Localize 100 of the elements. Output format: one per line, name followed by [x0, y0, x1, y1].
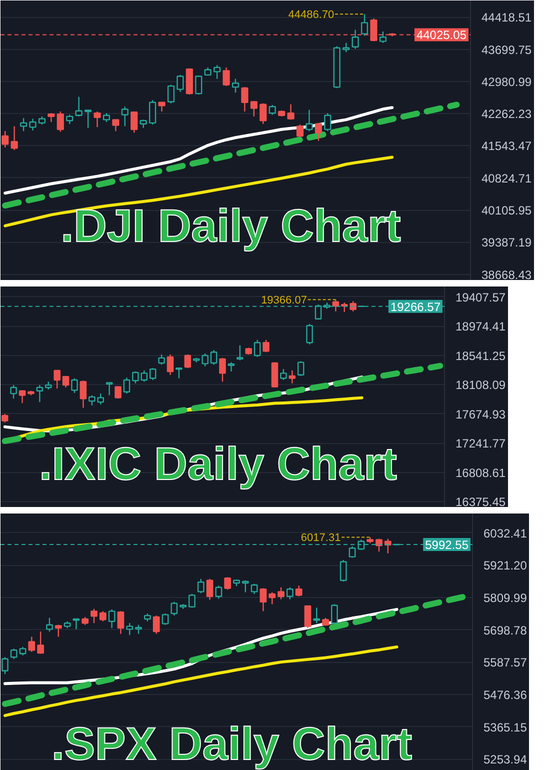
text: .SPX Daily Chart	[52, 718, 412, 770]
candlestick	[342, 42, 350, 53]
candlestick	[149, 100, 156, 126]
candlestick	[197, 578, 204, 594]
candlestick	[46, 617, 53, 632]
candlestick	[295, 585, 302, 597]
candlestick	[206, 578, 214, 600]
annotation: 19366.07	[261, 294, 307, 307]
candlestick	[71, 378, 78, 394]
y-tick-label: 5365.15	[484, 720, 528, 734]
candlestick	[360, 13, 368, 36]
candlestick	[84, 109, 92, 128]
y-tick-label: 16808.61	[456, 466, 506, 480]
candlestick	[99, 610, 106, 622]
candlestick	[28, 636, 36, 652]
candlestick	[10, 384, 17, 400]
candlestick	[36, 384, 44, 403]
candlestick	[158, 354, 165, 366]
candlestick	[352, 29, 359, 50]
candlestick	[166, 354, 174, 376]
candlestick	[135, 624, 142, 634]
candlestick	[90, 608, 98, 624]
y-tick-label: 38668.43	[482, 268, 532, 282]
candlestick	[232, 78, 240, 94]
candlestick	[18, 390, 26, 404]
candlestick	[152, 614, 160, 634]
candlestick	[324, 112, 332, 132]
text: .DJI Daily Chart	[60, 200, 401, 252]
candlestick	[117, 610, 124, 634]
candlestick	[66, 114, 74, 125]
candlestick	[56, 110, 64, 132]
candlestick	[215, 585, 222, 600]
candlestick	[20, 117, 28, 132]
candlestick	[29, 118, 36, 132]
candlestick	[176, 367, 182, 379]
y-tick-label: 19407.57	[456, 290, 506, 304]
candlestick	[306, 109, 313, 132]
candlestick	[72, 618, 80, 630]
candlestick	[176, 74, 184, 93]
candlestick	[288, 370, 296, 384]
candlestick	[278, 586, 284, 600]
y-tick-label: 5809.99	[484, 591, 528, 606]
candlestick	[126, 622, 134, 636]
y-tick-label: 18108.09	[456, 378, 506, 392]
y-tick-label: 5587.57	[484, 656, 528, 670]
candlestick	[242, 580, 249, 593]
y-tick-label: 42262.23	[482, 107, 532, 122]
candlestick	[236, 344, 244, 361]
candlestick	[2, 130, 9, 148]
candlestick	[195, 75, 202, 96]
y-tick-label: 39387.19	[482, 236, 532, 250]
candlestick	[306, 323, 313, 345]
candlestick	[75, 96, 82, 118]
annotation: 6017.31	[300, 532, 341, 544]
candlestick	[184, 354, 192, 369]
y-tick-label: 5698.78	[484, 623, 528, 638]
candlestick	[260, 102, 267, 125]
candlestick	[170, 601, 178, 616]
candlestick	[297, 360, 304, 377]
y-tick-label: 42980.99	[482, 74, 532, 89]
candlestick	[162, 612, 169, 626]
candlestick	[10, 126, 18, 151]
candlestick	[313, 607, 320, 624]
y-tick-label: 18974.41	[456, 320, 506, 334]
candlestick	[210, 349, 218, 366]
candlestick	[280, 368, 287, 381]
candlestick	[241, 86, 248, 112]
candlestick	[314, 122, 322, 142]
candlestick	[254, 339, 261, 358]
candlestick	[106, 382, 113, 396]
candlestick	[123, 377, 130, 394]
candlestick	[80, 380, 87, 408]
candlestick	[158, 102, 166, 112]
candlestick	[54, 370, 60, 390]
candlestick	[250, 583, 258, 595]
y-tick-label: 18541.25	[456, 348, 506, 363]
candlestick	[188, 593, 196, 608]
candlestick	[121, 106, 128, 127]
candlestick	[287, 104, 294, 120]
candlestick	[379, 30, 386, 44]
candlestick	[268, 104, 276, 116]
candlestick	[132, 370, 139, 384]
candlestick	[219, 357, 226, 382]
y-tick-label: 40105.95	[482, 204, 532, 218]
candlestick	[214, 64, 221, 80]
candlestick	[37, 630, 44, 654]
candlestick	[271, 362, 278, 388]
candlestick	[114, 385, 122, 400]
y-tick-label: 41543.47	[482, 139, 532, 154]
candlestick	[262, 339, 270, 353]
candlestick	[222, 66, 230, 87]
annotation: 44486.70	[288, 9, 334, 22]
candlestick	[268, 592, 276, 605]
candlestick	[224, 576, 232, 590]
candlestick	[112, 119, 120, 132]
candlestick	[140, 370, 148, 382]
candlestick	[130, 110, 138, 134]
line-series	[4, 106, 394, 195]
candlestick	[10, 648, 18, 660]
y-tick-label: 44418.51	[482, 10, 532, 25]
